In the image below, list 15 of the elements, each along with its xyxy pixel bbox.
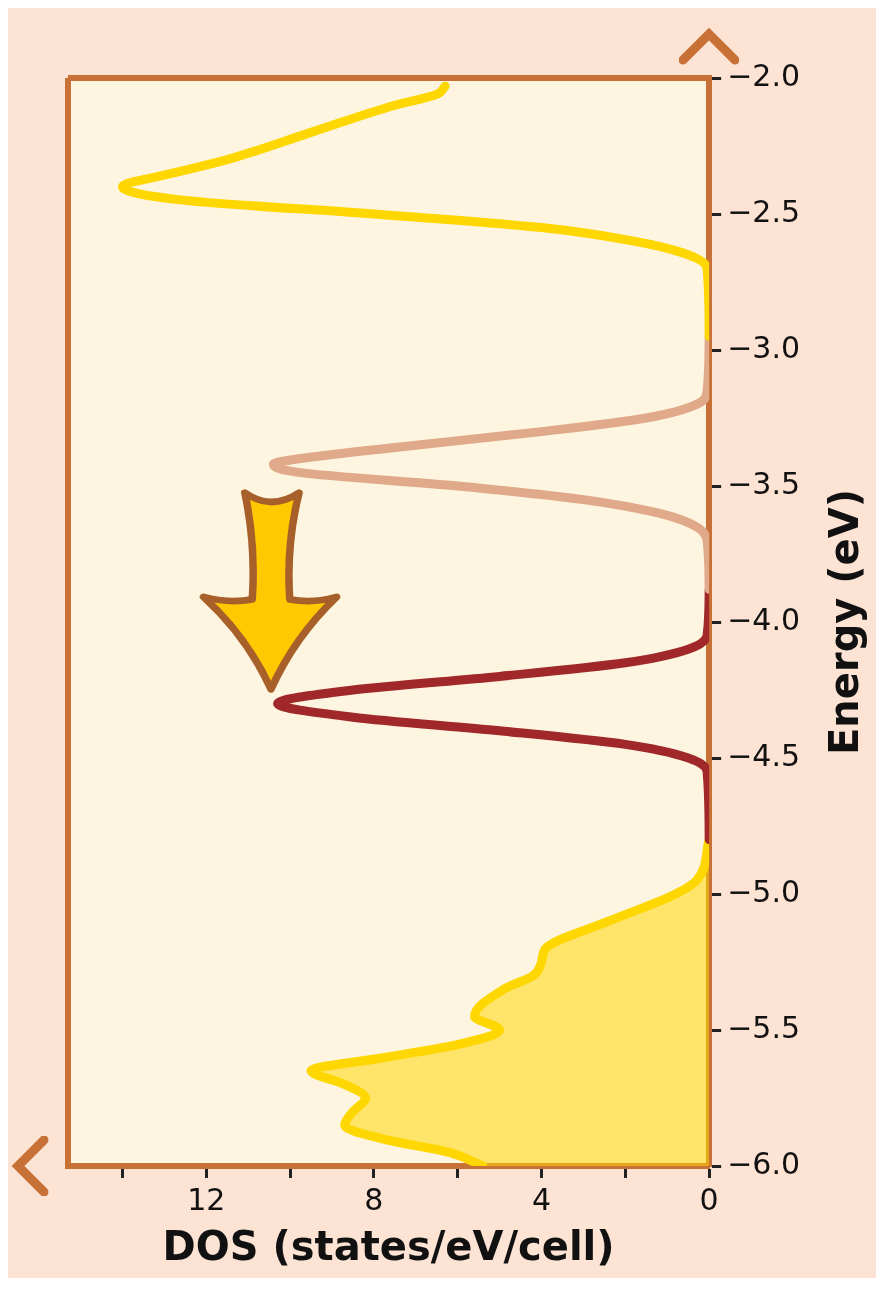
- y-tick-label: −4.5: [727, 737, 801, 773]
- y-tick-label: −2.5: [727, 193, 801, 229]
- x-tick-label: 4: [531, 1181, 552, 1217]
- x-tick-label: 12: [187, 1181, 226, 1217]
- y-tick-label: −2.0: [727, 57, 801, 93]
- x-tick-label: 8: [364, 1181, 384, 1217]
- y-tick-label: −5.5: [727, 1009, 801, 1045]
- y-tick-label: −6.0: [727, 1145, 801, 1181]
- y-tick-label: −3.0: [727, 329, 801, 365]
- x-axis-title: DOS (states/eV/cell): [162, 1223, 615, 1270]
- x-tick-label: 0: [699, 1181, 719, 1217]
- y-tick-label: −4.0: [727, 601, 801, 637]
- y-tick-label: −3.5: [727, 465, 801, 501]
- y-tick-label: −5.0: [727, 873, 801, 909]
- y-axis-title: Energy (eV): [821, 489, 868, 755]
